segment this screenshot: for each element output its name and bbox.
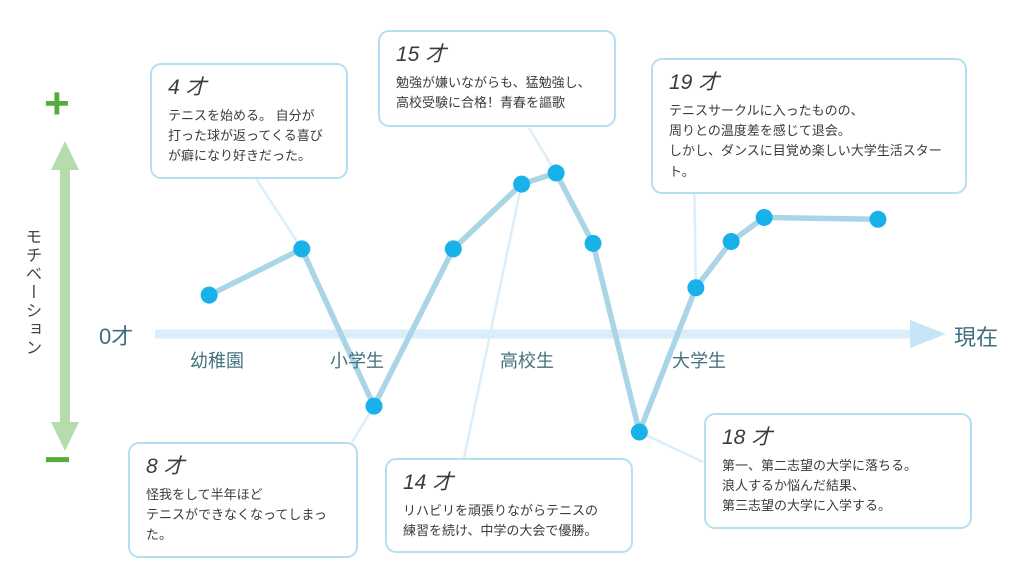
annotation-age-title: 14 才 — [403, 471, 454, 494]
leader-line-age15 — [527, 127, 558, 174]
annotation-age-15: 15 才 勉強が嫌いながらも、猛勉強し、 高校受験に合格！青春を謳歌 — [378, 30, 616, 127]
data-point-1 — [293, 240, 311, 258]
data-point-8 — [687, 279, 705, 297]
annotation-text: 怪我をして半年ほど テニスができなくなってしまった。 — [146, 487, 327, 543]
annotation-age-19: 19 才 テニスサークルに入ったものの、 周りとの温度差を感じて退会。 しかし、… — [651, 58, 967, 194]
data-point-9 — [722, 233, 740, 250]
annotation-age-title: 15 才 — [396, 43, 447, 66]
stage-label-university: 大学生 — [672, 351, 726, 371]
annotation-text: 勉強が嫌いながらも、猛勉強し、 高校受験に合格！青春を謳歌 — [396, 75, 591, 111]
annotation-age-18: 18 才 第一、第二志望の大学に落ちる。 浪人するか悩んだ結果、 第三志望の大学… — [704, 413, 972, 529]
stage-label-kindergarten: 幼稚園 — [190, 351, 244, 371]
leader-line-age4 — [251, 173, 303, 250]
annotation-age-title: 19 才 — [669, 71, 720, 94]
annotation-text: テニスサークルに入ったものの、 周りとの温度差を感じて退会。 しかし、ダンスに目… — [669, 103, 942, 179]
y-axis-title: モチベーション — [23, 228, 41, 358]
minus-icon: − — [44, 433, 71, 485]
data-point-6 — [584, 234, 602, 252]
leader-line-age18 — [638, 430, 704, 464]
data-point-4 — [513, 175, 531, 193]
data-point-7 — [630, 423, 648, 441]
plus-icon: + — [44, 79, 70, 128]
timeline-arrowhead-icon — [910, 320, 946, 348]
annotation-age-4: 4 才 テニスを始める。 自分が 打った球が返ってくる喜び が癖になり好きだった… — [150, 63, 348, 179]
leader-line-age14 — [462, 183, 523, 459]
annotation-text: テニスを始める。 自分が 打った球が返ってくる喜び が癖になり好きだった。 — [168, 108, 323, 164]
data-point-5 — [547, 164, 565, 182]
annotation-age-title: 18 才 — [722, 426, 773, 449]
annotation-age-title: 8 才 — [146, 455, 185, 478]
data-point-2 — [365, 397, 383, 415]
motivation-line — [206, 170, 881, 435]
arrow-up-icon — [51, 141, 79, 170]
stage-label-elementary: 小学生 — [330, 351, 384, 371]
annotation-age-8: 8 才 怪我をして半年ほど テニスができなくなってしまった。 — [128, 442, 358, 558]
annotation-age-title: 4 才 — [168, 76, 207, 99]
axis-end-label: 現在 — [954, 325, 999, 350]
data-point-0 — [200, 286, 218, 304]
leader-line-age8 — [350, 405, 376, 443]
axis-origin-label: 0才 — [99, 324, 134, 349]
annotation-age-14: 14 才 リハビリを頑張りながらテニスの 練習を続け、中学の大会で優勝。 — [385, 458, 633, 554]
data-point-11 — [869, 210, 887, 228]
annotation-text: リハビリを頑張りながらテニスの 練習を続け、中学の大会で優勝。 — [403, 503, 599, 539]
data-point-10 — [755, 208, 773, 226]
data-point-3 — [444, 240, 462, 258]
annotation-text: 第一、第二志望の大学に落ちる。 浪人するか悩んだ結果、 第三志望の大学に入学する… — [722, 458, 918, 514]
stage-label-highschool: 高校生 — [500, 351, 554, 371]
